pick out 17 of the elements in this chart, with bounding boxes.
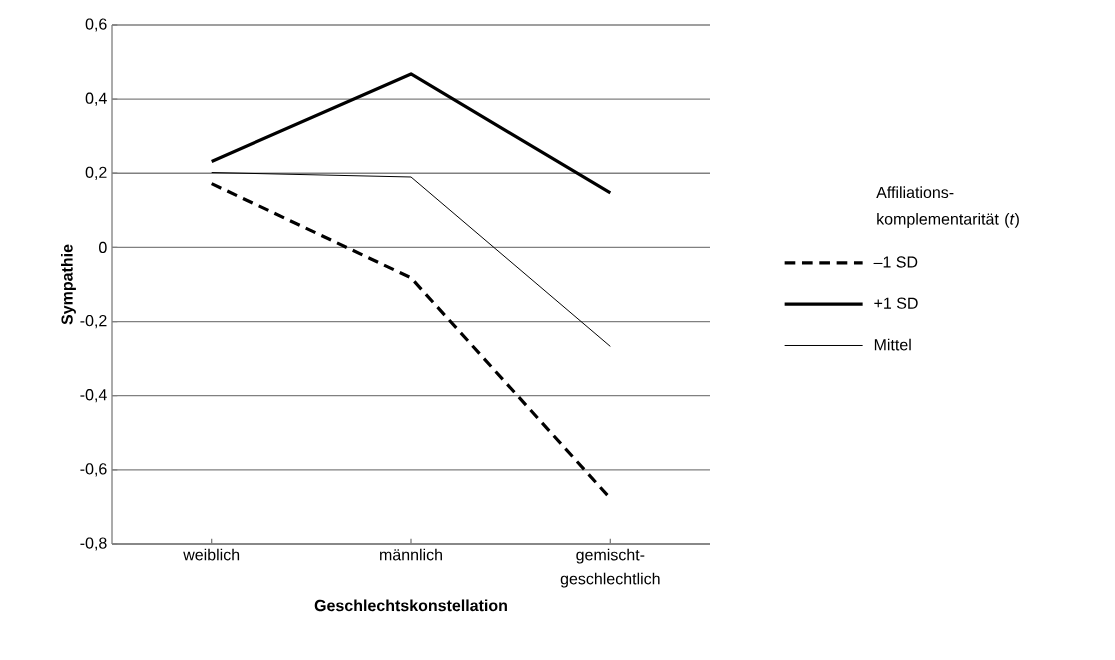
- legend-label: +1 SD: [874, 297, 918, 309]
- y-tick-label: -0,6: [80, 463, 107, 477]
- legend-label: Mittel: [874, 338, 911, 351]
- y-tick-label: -0,8: [80, 537, 107, 551]
- legend-title: Affiliations-komplementarität (t): [876, 186, 1019, 228]
- x-axis-title: Geschlechtskonstellation: [314, 599, 507, 612]
- x-tick-label: weiblich: [183, 548, 240, 561]
- x-tick-label: gemischt-geschlechtlich: [560, 548, 660, 588]
- legend-label: –1 SD: [873, 256, 918, 268]
- y-tick-label: -0,4: [80, 389, 107, 403]
- x-tick-label: männlich: [380, 548, 442, 561]
- y-tick-label: 0: [99, 241, 107, 254]
- y-tick-label: 0,4: [85, 92, 107, 106]
- y-tick-label: -0,2: [80, 314, 107, 329]
- y-tick-label: 0,2: [85, 166, 107, 180]
- y-tick-label: 0,6: [85, 18, 107, 32]
- y-axis-title: Sympathie: [61, 244, 76, 325]
